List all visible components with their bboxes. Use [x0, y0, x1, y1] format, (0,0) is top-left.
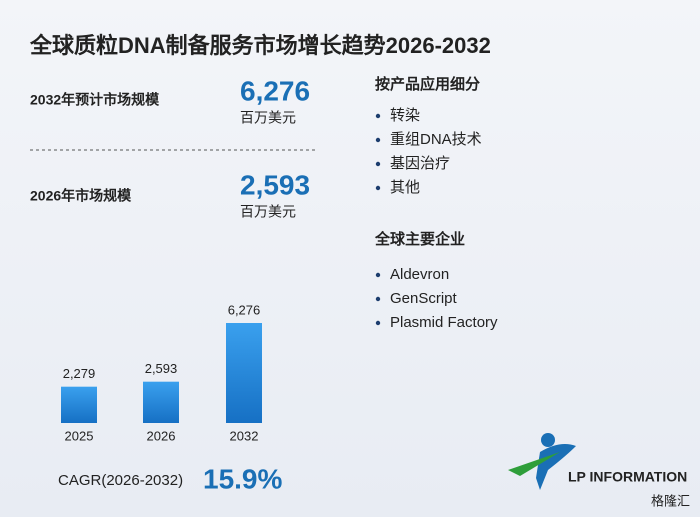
logo-text: LP INFORMATION — [568, 469, 687, 485]
bar — [61, 386, 97, 423]
list-item: 基因治疗 — [390, 155, 450, 172]
list-item: 转染 — [390, 107, 420, 124]
stat-label: 2026年市场规模 — [30, 188, 132, 204]
bullet — [375, 161, 381, 167]
list-item: 其他 — [390, 179, 420, 196]
title: 全球质粒DNA制备服务市场增长趋势2026-2032 — [29, 33, 491, 58]
stat-unit: 百万美元 — [240, 110, 296, 126]
bar — [226, 323, 262, 423]
bullet — [375, 113, 381, 119]
section-title: 全球主要企业 — [374, 230, 465, 248]
value-label: 2,279 — [63, 366, 96, 381]
cagr-label: CAGR(2026-2032) — [58, 472, 183, 489]
bullet — [375, 185, 381, 191]
bullet — [375, 272, 381, 278]
list-item: Plasmid Factory — [390, 314, 498, 331]
list-item: GenScript — [390, 290, 458, 307]
x-tick-label: 2025 — [65, 428, 94, 443]
section-title: 按产品应用细分 — [375, 75, 480, 93]
x-tick-label: 2026 — [147, 428, 176, 443]
stat-value: 2,593 — [240, 169, 310, 200]
stat-label: 2032年预计市场规模 — [30, 92, 160, 108]
list-item: 重组DNA技术 — [390, 131, 482, 148]
bullet — [375, 137, 381, 143]
stat-value: 6,276 — [240, 75, 310, 106]
x-tick-label: 2032 — [230, 428, 259, 443]
bar — [143, 381, 179, 423]
stat-unit: 百万美元 — [240, 204, 296, 220]
watermark: 格隆汇 — [651, 493, 690, 508]
value-label: 6,276 — [228, 302, 261, 317]
value-label: 2,593 — [145, 361, 178, 376]
list-item: Aldevron — [390, 266, 449, 283]
bullet — [375, 296, 381, 302]
bullet — [375, 320, 381, 326]
cagr-value: 15.9% — [203, 463, 282, 494]
logo: LP INFORMATION — [508, 433, 687, 490]
